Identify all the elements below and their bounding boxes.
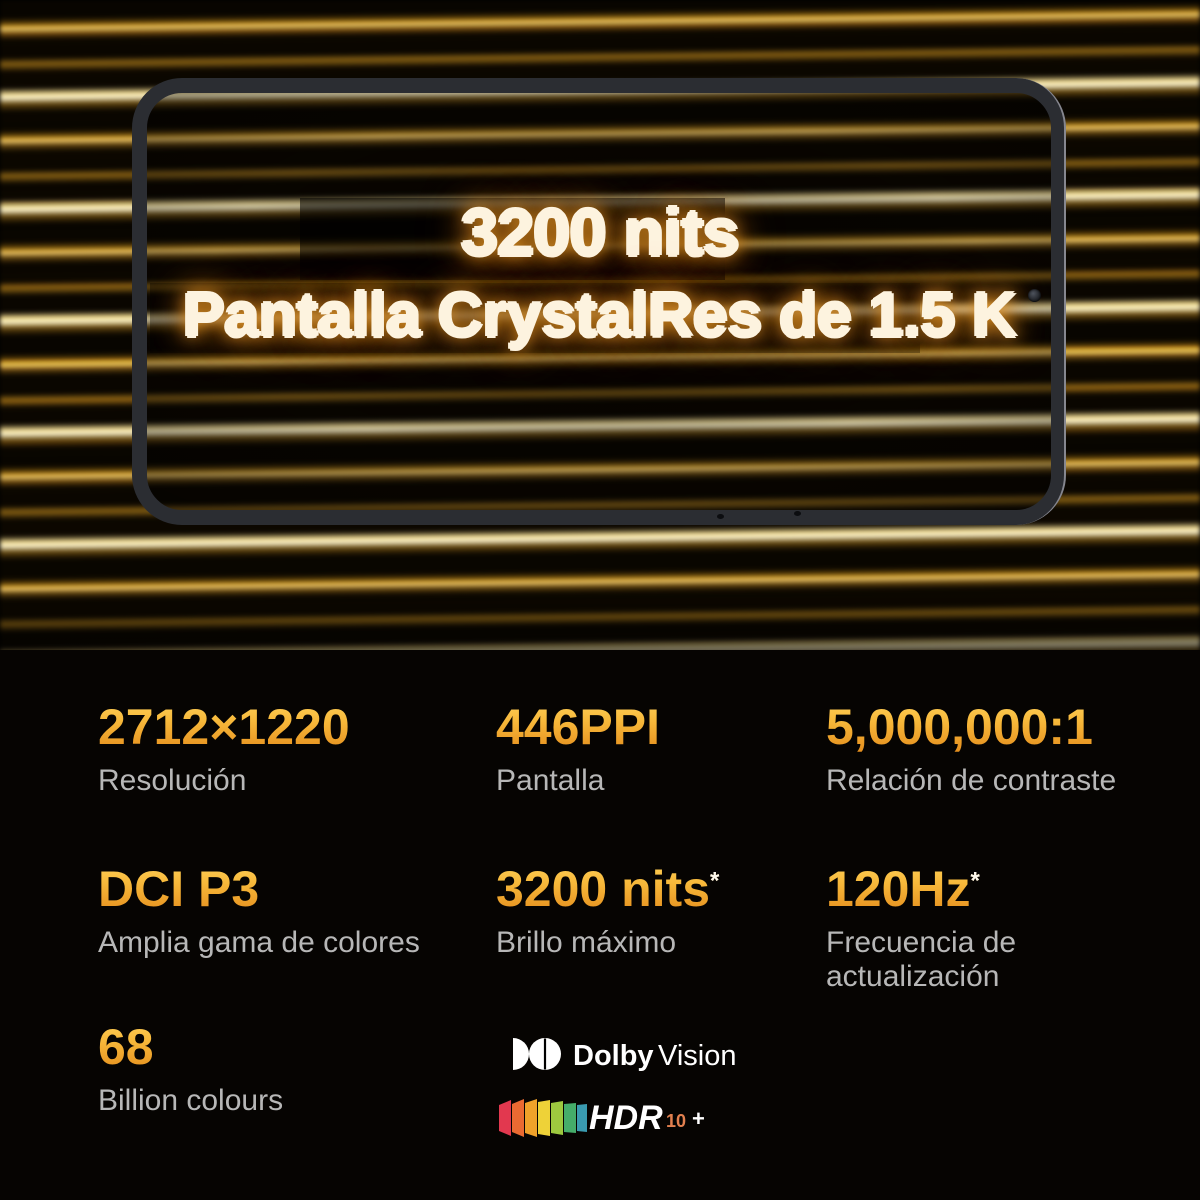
svg-text:HDR: HDR <box>589 1099 663 1137</box>
svg-text:+: + <box>692 1106 705 1131</box>
svg-text:Dolby: Dolby <box>573 1040 654 1072</box>
svg-text:Vision: Vision <box>658 1040 736 1072</box>
svg-text:10: 10 <box>666 1111 686 1131</box>
